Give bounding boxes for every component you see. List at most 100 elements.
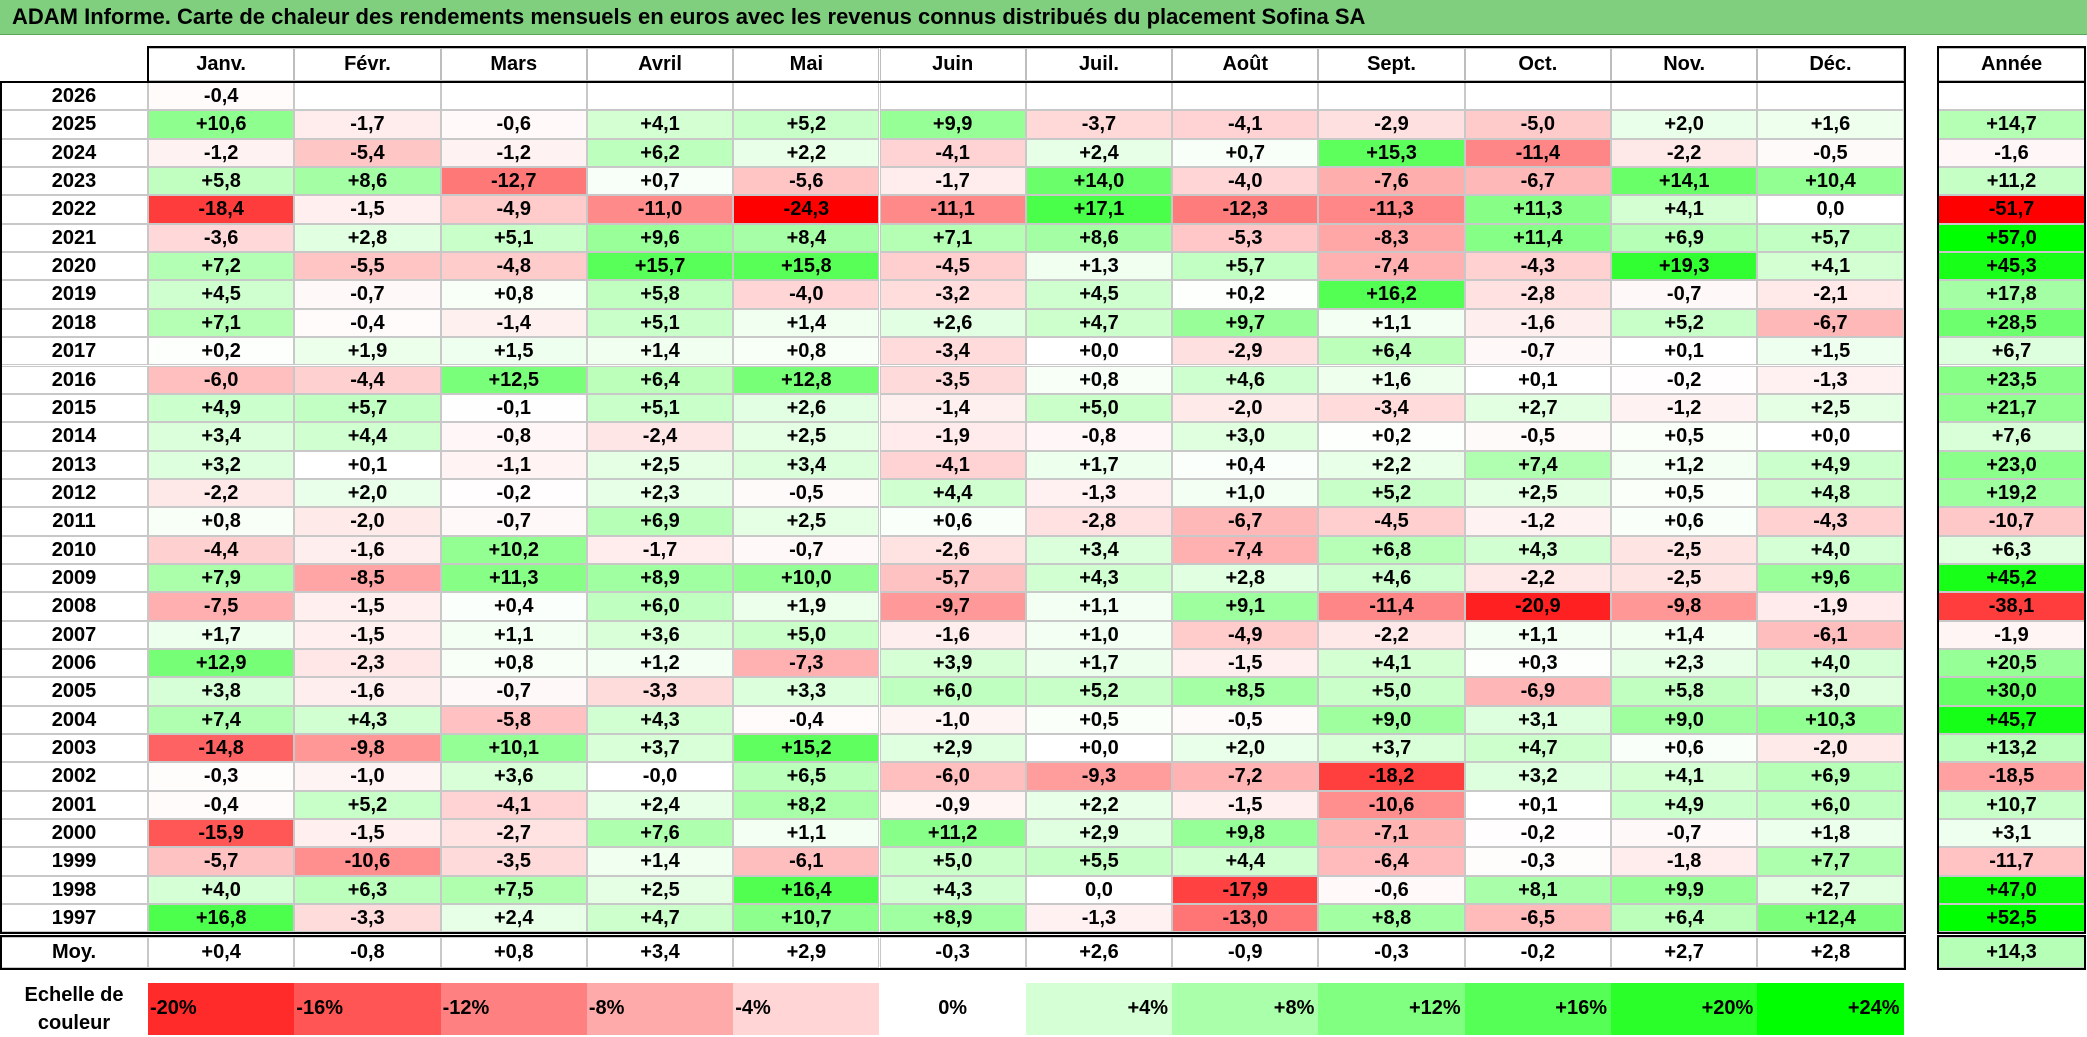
average-cell: +2,8 (1757, 937, 1904, 968)
heatmap-cell: -2,2 (1464, 563, 1611, 593)
year-label: 2006 (0, 649, 148, 678)
heatmap-cell: +4,0 (1757, 535, 1904, 564)
year-label: 2003 (0, 734, 148, 763)
heatmap-cell: +2,5 (1464, 478, 1611, 508)
heatmap-cell: +5,8 (1611, 677, 1758, 706)
heatmap-cell: -1,5 (294, 819, 441, 848)
heatmap-cell: -0,9 (879, 790, 1026, 820)
heatmap-cell: +7,7 (1757, 847, 1904, 876)
heatmap-cell: -1,7 (879, 167, 1026, 196)
heatmap-cell: +2,6 (733, 393, 880, 423)
heatmap-cell: +0,0 (1757, 422, 1904, 451)
heatmap-cell: -1,2 (1611, 393, 1758, 423)
heatmap-cell: -3,5 (879, 365, 1026, 394)
heatmap-cell: -6,5 (1464, 904, 1611, 933)
heatmap-cell (1025, 82, 1173, 111)
annual-cell: +10,7 (1938, 790, 2085, 820)
annual-cell (1938, 82, 2085, 111)
heatmap-cell: +0,8 (1025, 365, 1173, 394)
heatmap-cell: +10,6 (148, 110, 295, 139)
annual-header: Année (1938, 48, 2085, 81)
heatmap-cell: -2,8 (1025, 507, 1173, 536)
scale-step: 0% (879, 983, 1026, 1035)
annual-cell: +45,2 (1938, 563, 2085, 593)
heatmap-cell: -0,5 (1172, 705, 1319, 735)
heatmap-cell: -0,4 (148, 82, 295, 111)
year-label: 2020 (0, 252, 148, 281)
heatmap-cell: -2,1 (1757, 280, 1904, 309)
heatmap-cell: +1,4 (586, 337, 734, 366)
heatmap-cell: +9,0 (1611, 705, 1758, 735)
heatmap-cell: +1,6 (1318, 365, 1465, 394)
heatmap-cell: +1,1 (733, 819, 880, 848)
heatmap-cell: +4,4 (294, 422, 441, 451)
heatmap-cell: +0,4 (1172, 450, 1319, 479)
heatmap-cell: +3,4 (1025, 535, 1173, 564)
year-label: 2014 (0, 422, 148, 451)
annual-cell: +13,2 (1938, 734, 2085, 763)
year-label: 2013 (0, 450, 148, 479)
heatmap-cell: +1,1 (1025, 592, 1173, 621)
heatmap-cell: +7,2 (148, 252, 295, 281)
heatmap-cell: -10,6 (294, 847, 441, 876)
heatmap-cell: -3,3 (586, 677, 734, 706)
heatmap-cell: +1,5 (1757, 337, 1904, 366)
heatmap-cell: +2,5 (586, 875, 734, 905)
annual-cell: +45,7 (1938, 705, 2085, 735)
heatmap-cell: +2,4 (1025, 138, 1173, 168)
heatmap-cell: +16,8 (148, 904, 295, 933)
year-label: 1997 (0, 904, 148, 933)
heatmap-cell (1464, 82, 1611, 111)
year-label: 2023 (0, 167, 148, 196)
annual-cell: +30,0 (1938, 677, 2085, 706)
heatmap-cell: +14,1 (1611, 167, 1758, 196)
heatmap-cell: +1,1 (440, 620, 587, 649)
scale-step: +20% (1611, 983, 1758, 1035)
heatmap-cell: -4,1 (879, 138, 1026, 168)
heatmap-cell: -7,3 (733, 649, 880, 678)
heatmap-cell: -4,5 (1318, 507, 1465, 536)
heatmap-cell: +4,1 (1611, 762, 1758, 791)
heatmap-cell: +0,1 (1611, 337, 1758, 366)
heatmap-cell: -0,2 (1611, 365, 1758, 394)
heatmap-cell: +6,0 (879, 677, 1026, 706)
heatmap-cell: +8,6 (294, 167, 441, 196)
heatmap-cell: +4,3 (1464, 535, 1611, 564)
heatmap-cell: -0,8 (1025, 422, 1173, 451)
heatmap-cell: -0,7 (733, 535, 880, 564)
heatmap-cell: -1,7 (586, 535, 734, 564)
heatmap-cell: -1,9 (1757, 592, 1904, 621)
heatmap-cell: +6,9 (1611, 223, 1758, 253)
year-label: 2011 (0, 507, 148, 536)
heatmap-cell: -0,4 (148, 790, 295, 820)
heatmap-cell: +1,0 (1172, 478, 1319, 508)
heatmap-cell: -4,1 (1172, 110, 1319, 139)
heatmap-cell: +2,0 (1611, 110, 1758, 139)
heatmap-cell: +3,6 (586, 620, 734, 649)
heatmap-cell: +4,1 (1757, 252, 1904, 281)
heatmap-cell: +4,9 (1611, 790, 1758, 820)
heatmap-cell: +2,8 (294, 223, 441, 253)
heatmap-cell: -0,0 (586, 762, 734, 791)
heatmap-cell: -1,5 (294, 195, 441, 224)
heatmap-cell: +6,4 (586, 365, 734, 394)
heatmap-cell: +7,6 (586, 819, 734, 848)
heatmap-cell: +3,7 (1318, 734, 1465, 763)
month-header: Août (1172, 48, 1319, 81)
heatmap-cell: -2,3 (294, 649, 441, 678)
heatmap-cell: +6,8 (1318, 535, 1465, 564)
heatmap-cell: -4,5 (879, 252, 1026, 281)
heatmap-cell (440, 82, 587, 111)
heatmap-cell: +2,2 (1025, 790, 1173, 820)
heatmap-cell: +0,7 (586, 167, 734, 196)
heatmap-cell: +5,0 (733, 620, 880, 649)
heatmap-cell: +2,5 (733, 507, 880, 536)
year-label: 2019 (0, 280, 148, 309)
heatmap-cell: +7,4 (1464, 450, 1611, 479)
heatmap-cell: -0,7 (440, 677, 587, 706)
heatmap-cell: +0,1 (1464, 365, 1611, 394)
heatmap-cell: +0,3 (1464, 649, 1611, 678)
heatmap-cell: +0,2 (1318, 422, 1465, 451)
heatmap-cell: -9,8 (294, 734, 441, 763)
year-label: 2000 (0, 819, 148, 848)
